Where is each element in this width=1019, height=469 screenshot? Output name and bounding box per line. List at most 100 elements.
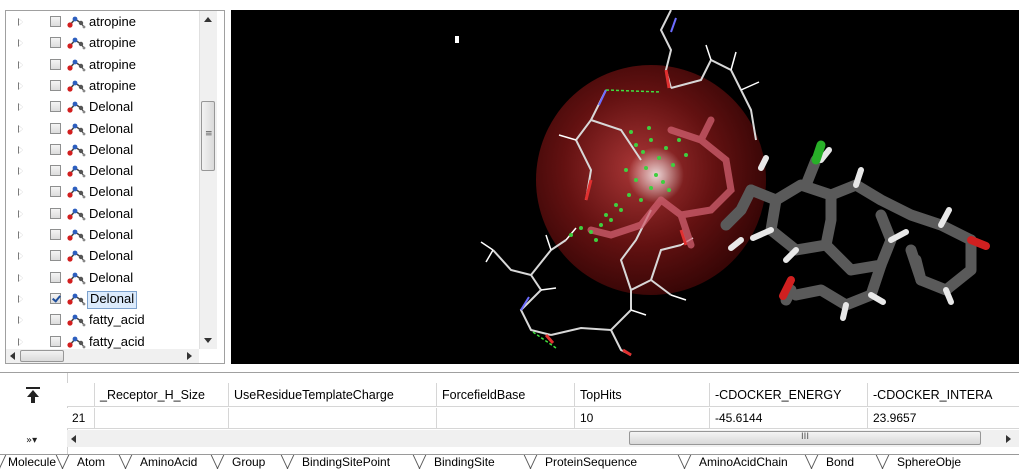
tree-item[interactable]: Delonal bbox=[6, 225, 206, 246]
expand-arrow-icon[interactable] bbox=[18, 188, 23, 197]
scroll-right-button[interactable] bbox=[182, 349, 199, 363]
tree-item-label[interactable]: atropine bbox=[89, 56, 136, 72]
expand-arrow-icon[interactable] bbox=[18, 167, 23, 176]
tree-item-label[interactable]: atropine bbox=[89, 35, 136, 51]
table-horizontal-scrollbar[interactable]: III bbox=[67, 430, 1019, 447]
tree-item[interactable]: Delonal bbox=[6, 246, 206, 267]
tab-aminoacid[interactable]: AminoAcid bbox=[126, 455, 203, 469]
tree-item[interactable]: atropine bbox=[6, 76, 206, 97]
tab-bindingsite[interactable]: BindingSite bbox=[420, 455, 501, 469]
tree-item[interactable]: Delonal bbox=[6, 161, 206, 182]
visibility-checkbox[interactable] bbox=[50, 271, 61, 283]
tree-item-label[interactable]: Delonal bbox=[89, 248, 134, 264]
expand-arrow-icon[interactable] bbox=[18, 103, 23, 112]
pin-top-icon[interactable] bbox=[26, 387, 40, 403]
expand-arrow-icon[interactable] bbox=[18, 209, 23, 218]
tab-bond[interactable]: Bond bbox=[812, 455, 860, 469]
tree-item-label[interactable]: Delonal bbox=[89, 227, 134, 242]
dropdown-menu-icon[interactable]: »▾ bbox=[26, 435, 38, 446]
expand-arrow-icon[interactable] bbox=[18, 124, 23, 133]
expand-arrow-icon[interactable] bbox=[18, 18, 23, 26]
scroll-down-button[interactable] bbox=[200, 332, 217, 349]
tree-item-label[interactable]: Delonal bbox=[89, 141, 134, 157]
tree-item-label[interactable]: atropine bbox=[89, 77, 136, 93]
tab-bindingsitepoint[interactable]: BindingSitePoint bbox=[288, 455, 396, 469]
expand-arrow-icon[interactable] bbox=[18, 273, 23, 282]
tree-item-label[interactable]: fatty_acid bbox=[89, 333, 145, 349]
table-scroll-thumb[interactable]: III bbox=[629, 431, 981, 445]
tree-horizontal-scroll-thumb[interactable] bbox=[20, 350, 64, 362]
tree-item[interactable]: fatty_acid bbox=[6, 310, 206, 331]
molecule-3d-viewer[interactable] bbox=[231, 10, 1019, 364]
tree-item[interactable]: Delonal bbox=[6, 204, 206, 225]
scroll-up-button[interactable] bbox=[200, 11, 217, 28]
column-header[interactable]: TopHits bbox=[575, 383, 710, 407]
expand-arrow-icon[interactable] bbox=[18, 81, 23, 90]
tree-item[interactable]: Delonal bbox=[6, 268, 206, 289]
tree-item-label[interactable]: Delonal bbox=[89, 205, 134, 221]
tree-item[interactable]: atropine bbox=[6, 55, 206, 76]
tree-item[interactable]: Delonal bbox=[6, 140, 206, 161]
tree-item[interactable]: Delonal bbox=[6, 289, 206, 310]
tree-item-label[interactable]: Delonal bbox=[89, 184, 134, 200]
table-cell[interactable]: -45.6144 bbox=[710, 408, 868, 429]
visibility-checkbox[interactable] bbox=[50, 143, 61, 155]
tab-aminoacidchain[interactable]: AminoAcidChain bbox=[685, 455, 794, 469]
table-cell[interactable]: 23.9657 bbox=[868, 408, 1019, 429]
tree-item-label[interactable]: Delonal bbox=[87, 290, 138, 309]
tree-item[interactable]: fatty_acid bbox=[6, 332, 206, 353]
tree-item-label[interactable]: Delonal bbox=[89, 163, 134, 179]
tree-item[interactable]: Delonal bbox=[6, 182, 206, 203]
scroll-left-button[interactable] bbox=[6, 349, 23, 363]
visibility-checkbox[interactable] bbox=[50, 79, 61, 91]
row-index[interactable]: 21 bbox=[67, 408, 95, 429]
expand-arrow-icon[interactable] bbox=[18, 316, 23, 325]
tree-item[interactable]: Delonal bbox=[6, 97, 206, 118]
table-cell[interactable] bbox=[229, 408, 437, 429]
column-header[interactable]: -CDOCKER_ENERGY bbox=[710, 383, 868, 407]
scroll-left-button[interactable] bbox=[67, 432, 81, 446]
tree-item-label[interactable]: atropine bbox=[89, 14, 136, 29]
tree-item-label[interactable]: fatty_acid bbox=[89, 312, 145, 328]
tab-group[interactable]: Group bbox=[218, 455, 271, 469]
expand-arrow-icon[interactable] bbox=[18, 337, 23, 346]
expand-arrow-icon[interactable] bbox=[18, 294, 23, 303]
visibility-checkbox[interactable] bbox=[50, 335, 61, 347]
visibility-checkbox[interactable] bbox=[50, 314, 61, 326]
tab-atom[interactable]: Atom bbox=[63, 455, 111, 469]
column-header[interactable]: -CDOCKER_INTERA bbox=[868, 383, 1019, 407]
column-header[interactable]: UseResidueTemplateCharge bbox=[229, 383, 437, 407]
visibility-checkbox[interactable] bbox=[50, 165, 61, 177]
visibility-checkbox[interactable] bbox=[50, 292, 61, 304]
tree-item[interactable]: atropine bbox=[6, 33, 206, 54]
table-cell[interactable]: 10 bbox=[575, 408, 710, 429]
molecule-tree-panel[interactable]: atropine atropine atropine atropine Delonal D… bbox=[5, 10, 225, 364]
expand-arrow-icon[interactable] bbox=[18, 145, 23, 154]
tab-proteinsequence[interactable]: ProteinSequence bbox=[531, 455, 643, 469]
expand-arrow-icon[interactable] bbox=[18, 231, 23, 239]
visibility-checkbox[interactable] bbox=[50, 186, 61, 198]
visibility-checkbox[interactable] bbox=[50, 122, 61, 134]
column-header[interactable]: ForcefieldBase bbox=[437, 383, 575, 407]
visibility-checkbox[interactable] bbox=[50, 250, 61, 262]
visibility-checkbox[interactable] bbox=[50, 207, 61, 219]
tree-item-label[interactable]: Delonal bbox=[89, 269, 134, 285]
tree-vertical-scroll-thumb[interactable]: ≡ bbox=[201, 101, 215, 171]
tab-molecule[interactable]: Molecule bbox=[0, 455, 62, 469]
expand-arrow-icon[interactable] bbox=[18, 39, 23, 48]
visibility-checkbox[interactable] bbox=[50, 37, 61, 49]
expand-arrow-icon[interactable] bbox=[18, 252, 23, 261]
visibility-checkbox[interactable] bbox=[50, 229, 61, 240]
tab-sphereobje[interactable]: SphereObje bbox=[883, 455, 967, 469]
visibility-checkbox[interactable] bbox=[50, 58, 61, 70]
scroll-right-button[interactable] bbox=[1001, 432, 1015, 446]
tree-horizontal-scrollbar[interactable] bbox=[6, 349, 199, 363]
tree-item-label[interactable]: Delonal bbox=[89, 99, 134, 115]
visibility-checkbox[interactable] bbox=[50, 101, 61, 113]
tree-item-label[interactable]: Delonal bbox=[89, 120, 134, 136]
tree-vertical-scrollbar[interactable]: ≡ bbox=[199, 11, 217, 349]
table-cell[interactable] bbox=[95, 408, 229, 429]
column-header[interactable]: _Receptor_H_Size bbox=[95, 383, 229, 407]
table-cell[interactable] bbox=[437, 408, 575, 429]
tree-item[interactable]: atropine bbox=[6, 12, 206, 33]
